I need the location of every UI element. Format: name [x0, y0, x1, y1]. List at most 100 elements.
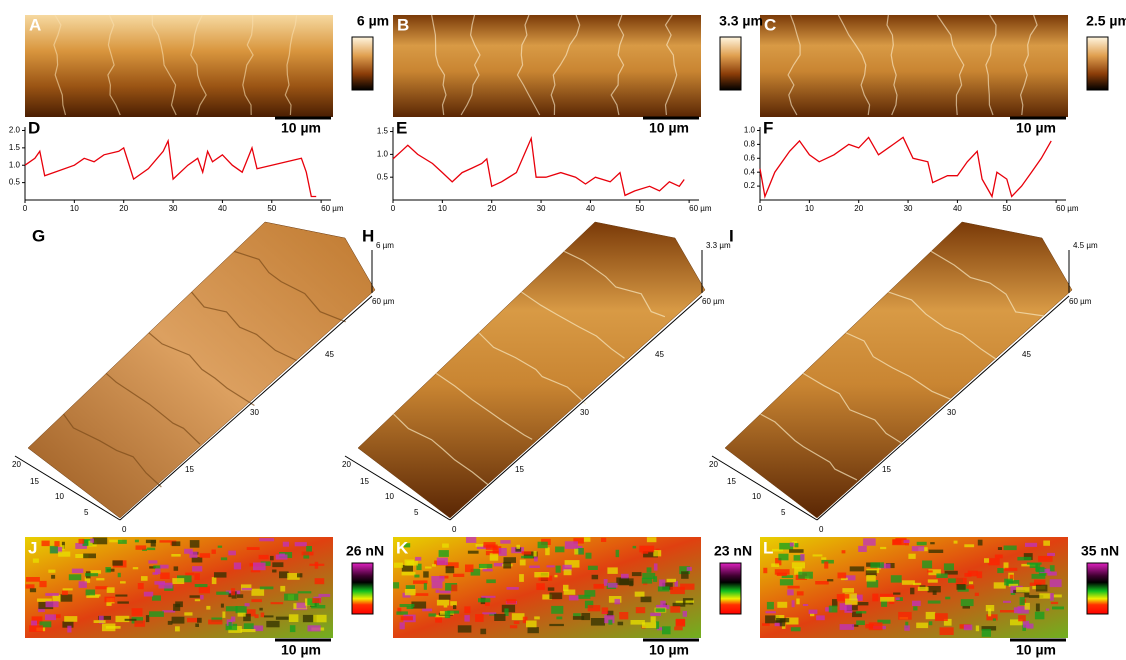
force-texture [842, 550, 846, 553]
force-texture [957, 584, 966, 590]
force-texture [639, 546, 654, 553]
force-texture [63, 588, 73, 590]
force-texture [1047, 553, 1055, 556]
force-texture [1018, 615, 1026, 621]
force-texture [26, 577, 40, 582]
force-texture [870, 562, 884, 568]
force-texture [315, 578, 325, 584]
force-texture [564, 569, 572, 575]
force-texture [680, 584, 694, 590]
force-texture [659, 580, 665, 587]
force-texture [629, 581, 633, 587]
force-texture [522, 551, 532, 554]
force-texture [251, 570, 260, 572]
force-texture [982, 629, 991, 637]
length-label: 60 µm [702, 297, 725, 306]
y-tick-label: 1.5 [9, 143, 21, 152]
force-texture [895, 538, 906, 540]
force-texture [153, 565, 161, 568]
surface-3d [358, 222, 705, 518]
force-texture [405, 589, 416, 595]
force-texture [642, 578, 652, 584]
force-texture [483, 569, 493, 572]
force-texture [547, 565, 555, 567]
force-texture [647, 567, 652, 572]
force-texture [978, 540, 983, 546]
force-texture [898, 612, 912, 620]
force-texture [431, 576, 444, 582]
force-texture [396, 611, 408, 614]
colorbar [720, 563, 741, 614]
force-texture [880, 597, 894, 602]
force-texture [221, 557, 227, 560]
force-texture [555, 547, 564, 553]
width-tick-label: 15 [727, 477, 736, 486]
force-texture [475, 614, 484, 622]
length-tick-label: 30 [250, 408, 259, 417]
force-texture [481, 596, 495, 598]
force-texture [482, 612, 496, 614]
force-texture [573, 616, 584, 620]
force-texture [190, 540, 200, 548]
force-texture [984, 558, 989, 563]
force-texture [534, 551, 537, 557]
force-texture [762, 623, 770, 626]
profile-line [25, 141, 316, 197]
force-texture [551, 606, 563, 614]
force-texture [153, 572, 159, 575]
width-tick-label: 15 [30, 477, 39, 486]
force-texture [494, 563, 503, 567]
force-texture [26, 584, 35, 588]
force-texture [67, 626, 71, 633]
scale-bar-label: 10 µm [1016, 120, 1056, 136]
y-tick-label: 1.0 [9, 160, 21, 169]
colorbar-label: 26 nN [346, 543, 384, 559]
force-texture [642, 552, 649, 554]
force-texture [997, 568, 1003, 573]
force-texture [549, 593, 562, 600]
force-texture [64, 616, 77, 622]
force-texture [115, 595, 127, 597]
colorbar [720, 37, 741, 90]
force-texture [50, 546, 58, 554]
scale-bar-label: 10 µm [281, 642, 321, 658]
force-texture [85, 573, 98, 576]
force-texture [118, 573, 121, 577]
force-texture [425, 567, 432, 569]
force-texture [824, 562, 828, 569]
force-texture [244, 623, 254, 629]
force-texture [160, 540, 171, 542]
force-texture [46, 601, 59, 607]
force-texture [499, 548, 507, 556]
force-texture [815, 581, 829, 585]
force-texture [90, 539, 94, 543]
force-texture [869, 622, 883, 630]
force-texture [83, 554, 96, 559]
force-texture [929, 621, 933, 625]
force-texture [407, 606, 414, 609]
force-texture [312, 598, 321, 603]
force-texture [402, 572, 416, 576]
force-texture [803, 604, 808, 606]
force-texture [1046, 609, 1049, 611]
force-texture [199, 586, 210, 593]
force-texture [797, 591, 804, 595]
force-texture [775, 569, 790, 575]
force-texture [556, 617, 562, 620]
force-texture [893, 539, 902, 544]
force-texture [415, 557, 421, 561]
width-tick-label: 15 [360, 477, 369, 486]
force-texture [259, 555, 269, 559]
force-texture [564, 590, 576, 595]
force-texture [935, 613, 948, 621]
force-texture [478, 598, 490, 602]
force-texture [1027, 563, 1042, 565]
width-tick-label: 5 [84, 508, 89, 517]
force-texture [506, 599, 516, 603]
x-tick-label: 20 [854, 204, 863, 213]
force-texture [573, 613, 581, 616]
force-texture [260, 587, 274, 590]
force-texture [247, 547, 260, 550]
force-texture [660, 601, 665, 608]
force-texture [432, 581, 443, 588]
